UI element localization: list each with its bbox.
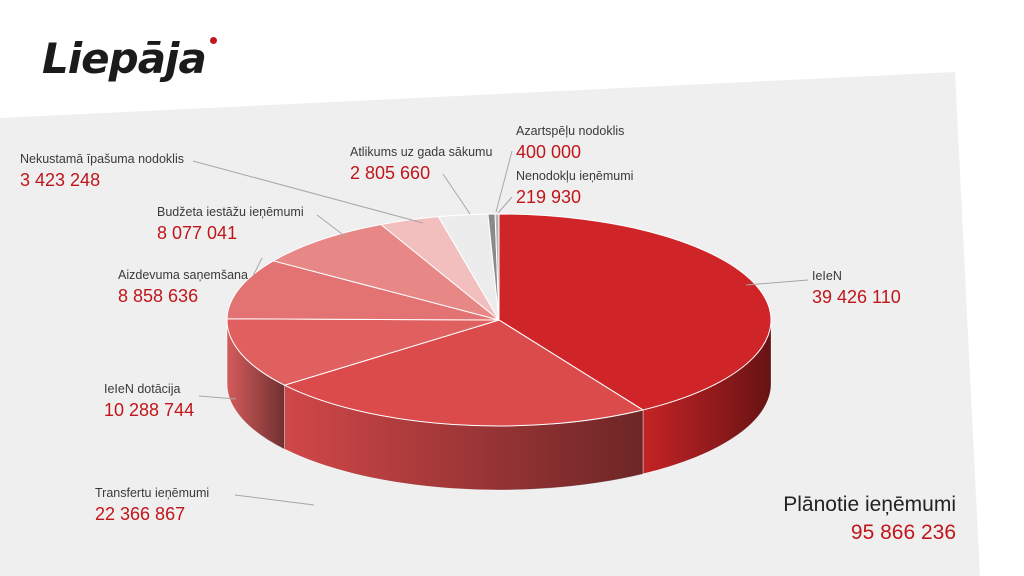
slice-name: IeIeN: [812, 269, 842, 283]
leader-line: [316, 214, 347, 238]
slice-value: 39 426 110: [812, 286, 901, 307]
leader-line: [497, 196, 513, 214]
leader-line: [234, 494, 315, 506]
leader-line: [442, 173, 471, 215]
leader-line: [252, 257, 263, 277]
slice-top: [226, 260, 500, 321]
liepaja-logo: Liepāja: [42, 34, 207, 83]
leader-line: [198, 395, 237, 400]
slice-label-atlikums: Atlikums uz gada sākumu 2 805 660: [350, 146, 492, 182]
slice-value: 8 858 636: [118, 285, 199, 306]
logo-dot: [210, 37, 217, 44]
slice-name: Atlikums uz gada sākumu: [350, 145, 493, 159]
total-label: Plānotie ieņēmumi 95 866 236: [783, 494, 956, 543]
slice-side-shade: [284, 385, 643, 490]
slice-top: [498, 213, 772, 411]
slice-label-azartspelu: Azartspēļu nodoklis 400 000: [516, 125, 624, 161]
leader-line: [192, 160, 424, 224]
slice-value: 8 077 041: [157, 222, 238, 243]
slice-value: 400 000: [516, 141, 582, 162]
slice-value: 22 366 867: [95, 503, 186, 524]
slice-name: Nenodokļu ieņēmumi: [516, 169, 634, 183]
slice-value: 2 805 660: [350, 162, 431, 183]
slice-label-budzeta: Budžeta iestāžu ieņēmumi 8 077 041: [157, 206, 304, 242]
slice-label-nekustama: Nekustamā īpašuma nodoklis 3 423 248: [20, 153, 184, 189]
slice-name: Azartspēļu nodoklis: [516, 124, 625, 138]
slice-side-shade: [642, 320, 772, 474]
total-value: 95 866 236: [850, 521, 956, 544]
leader-line: [495, 150, 513, 213]
total-name: Plānotie ieņēmumi: [783, 493, 956, 516]
slice-name: Aizdevuma saņemšana: [118, 268, 248, 282]
slice-label-transfertu: Transfertu ieņēmumi 22 366 867: [95, 487, 209, 523]
slice-value: 3 423 248: [20, 169, 101, 190]
slice-name: Transfertu ieņēmumi: [95, 486, 210, 500]
leader-line: [745, 279, 809, 286]
slice-side-shade: [227, 320, 285, 450]
slice-top: [494, 213, 500, 321]
slice-label-ieien: IeIeN 39 426 110: [812, 270, 901, 306]
slice-value: 219 930: [516, 186, 582, 207]
slice-name: Budžeta iestāžu ieņēmumi: [157, 205, 304, 219]
slice-label-nenodoklu: Nenodokļu ieņēmumi 219 930: [516, 170, 633, 206]
slice-value: 10 288 744: [104, 399, 195, 420]
slice-top: [283, 319, 645, 427]
slice-label-aizdevums: Aizdevuma saņemšana 8 858 636: [118, 269, 248, 305]
slice-name: Nekustamā īpašuma nodoklis: [20, 152, 184, 166]
slice-name: IeIeN dotācija: [104, 382, 181, 396]
slice-label-dotacija: IeIeN dotācija 10 288 744: [104, 383, 194, 419]
slice-top: [226, 318, 500, 386]
slice-top: [272, 223, 500, 321]
